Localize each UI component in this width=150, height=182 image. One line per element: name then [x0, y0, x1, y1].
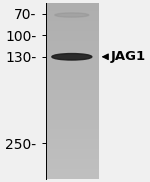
Ellipse shape	[52, 54, 92, 60]
Text: JAG1: JAG1	[111, 50, 146, 63]
Ellipse shape	[55, 13, 89, 17]
